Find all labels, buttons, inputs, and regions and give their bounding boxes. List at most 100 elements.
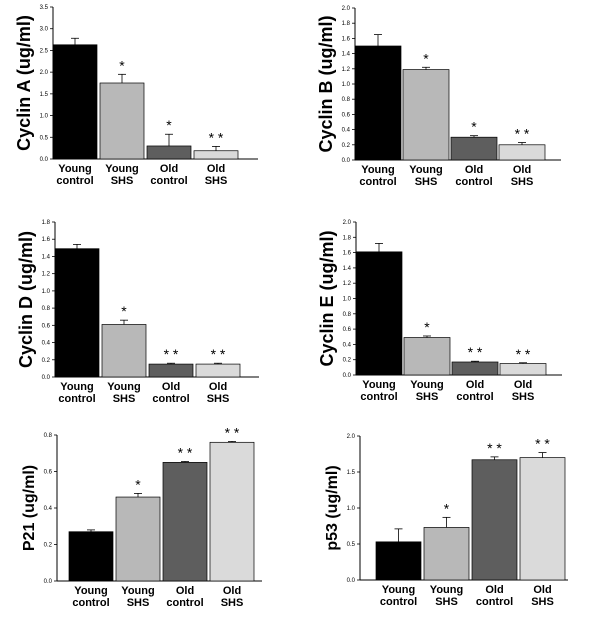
significance-marker: * * [225, 424, 240, 440]
x-category-label: Young [105, 163, 138, 175]
significance-marker: * [121, 303, 127, 319]
x-category-label: Old [207, 163, 225, 175]
significance-marker: * [166, 117, 172, 133]
y-tick-label: 1.4 [342, 52, 351, 58]
x-category-label: control [56, 175, 93, 187]
y-tick-label: 2.0 [347, 434, 356, 440]
x-category-label: Young [410, 379, 443, 391]
y-tick-label: 0.0 [42, 375, 51, 381]
bar-old-control [162, 462, 208, 582]
y-tick-label: 1.6 [342, 36, 351, 42]
y-tick-label: 0.6 [343, 327, 352, 333]
y-tick-label: 3.0 [40, 27, 49, 33]
y-tick-label: 1.0 [342, 82, 351, 88]
bar-old-shs [195, 363, 241, 378]
x-category-label: control [380, 596, 417, 608]
bar-young-shs [101, 324, 147, 378]
y-tick-label: 0.6 [44, 470, 53, 476]
x-category-label: control [455, 176, 492, 188]
y-tick-label: 0.2 [343, 358, 352, 364]
y-axis-title: Cyclin D (ug/ml) [16, 231, 36, 368]
y-tick-label: 1.2 [343, 281, 352, 287]
x-category-label: SHS [207, 393, 230, 405]
y-axis-title: Cyclin A (ug/ml) [14, 15, 34, 151]
bar-old-shs [498, 144, 546, 161]
chart-cyclin-d: 0.0 0.2 0.4 0.6 0.8 1.0 1.2 1.4 1.6 1.8 Cyclin D (… [16, 220, 259, 405]
significance-marker: * [135, 476, 141, 492]
x-category-label: SHS [416, 391, 439, 403]
y-axis-title: P21 (ug/ml) [21, 465, 38, 551]
y-tick-label: 0.2 [42, 358, 51, 364]
y-tick-label: 1.6 [42, 237, 51, 243]
x-category-label: SHS [205, 175, 228, 187]
bar-old-shs [499, 363, 547, 376]
y-tick-label: 1.0 [40, 114, 49, 120]
y-tick-label: 2.0 [343, 220, 352, 226]
bar-young-control [354, 45, 402, 161]
x-category-label: Young [361, 164, 394, 176]
chart-cyclin-b: 0.0 0.2 0.4 0.6 0.8 1.0 1.2 1.4 1.6 1.8 2.0 Cyclin … [316, 6, 561, 188]
y-tick-label: 0.0 [347, 578, 356, 584]
y-tick-label: 1.0 [343, 297, 352, 303]
x-category-label: control [476, 596, 513, 608]
y-tick-label: 0.8 [342, 97, 351, 103]
y-tick-label: 0.5 [40, 135, 49, 141]
y-tick-label: 1.8 [42, 220, 51, 226]
x-category-label: Old [513, 164, 531, 176]
bar-young-shs [115, 496, 161, 582]
y-axis-title: Cyclin B (ug/ml) [316, 15, 336, 152]
y-tick-label: 1.0 [347, 506, 356, 512]
bar-old-shs [193, 150, 239, 160]
y-tick-label: 2.0 [342, 6, 351, 12]
x-category-label: Old [160, 163, 178, 175]
bar-young-shs [402, 69, 450, 161]
y-tick-label: 0.8 [343, 312, 352, 318]
bar-old-shs [519, 457, 566, 581]
bar-old-control [451, 361, 499, 376]
bar-young-shs [99, 82, 145, 160]
significance-marker: * [471, 119, 477, 135]
y-tick-label: 0.2 [44, 543, 53, 549]
significance-marker: * * [211, 346, 226, 362]
significance-marker: * * [164, 346, 179, 362]
x-category-label: Young [74, 585, 107, 597]
significance-marker: * [423, 50, 429, 66]
y-tick-label: 1.4 [42, 254, 51, 260]
x-category-label: Young [362, 379, 395, 391]
bar-old-control [148, 363, 194, 378]
x-category-label: Old [465, 164, 483, 176]
y-tick-label: 1.5 [40, 92, 49, 98]
x-category-label: control [152, 393, 189, 405]
y-tick-label: 0.0 [44, 579, 53, 585]
x-category-label: SHS [127, 597, 150, 609]
y-tick-label: 0.4 [42, 341, 51, 347]
x-category-label: Young [382, 584, 415, 596]
y-tick-label: 1.6 [343, 251, 352, 257]
y-tick-label: 1.2 [342, 67, 351, 73]
bar-young-shs [403, 337, 451, 376]
x-category-label: Young [409, 164, 442, 176]
x-category-label: control [72, 597, 109, 609]
y-tick-label: 0.4 [44, 506, 53, 512]
y-axis-title: p53 (ug/ml) [324, 465, 341, 550]
x-category-label: SHS [435, 596, 458, 608]
bar-old-control [146, 145, 192, 160]
bar-old-control [450, 136, 498, 161]
x-category-label: control [456, 391, 493, 403]
y-tick-label: 0.6 [342, 112, 351, 118]
x-category-label: SHS [512, 391, 535, 403]
bar-young-shs [423, 527, 470, 581]
significance-marker: * * [516, 346, 531, 362]
significance-marker: * [119, 57, 125, 73]
x-category-label: Old [176, 585, 194, 597]
significance-marker: * * [178, 444, 193, 460]
x-category-label: SHS [531, 596, 554, 608]
y-tick-label: 2.5 [40, 48, 49, 54]
y-tick-label: 1.8 [342, 21, 351, 27]
y-tick-label: 0.4 [343, 342, 352, 348]
x-category-label: control [360, 391, 397, 403]
x-category-label: Old [514, 379, 532, 391]
